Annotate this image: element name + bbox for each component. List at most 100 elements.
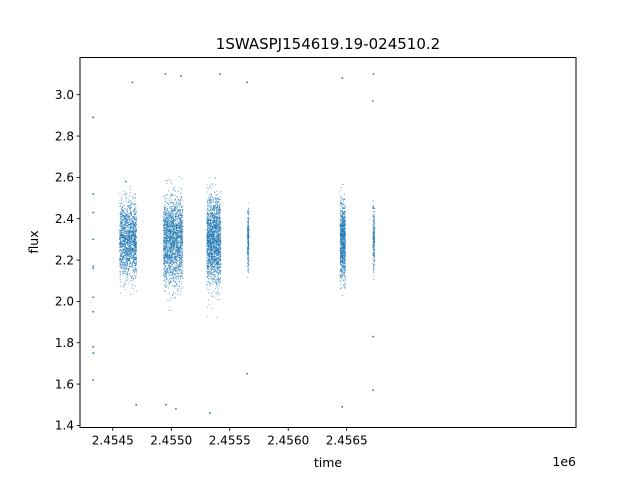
data-point	[122, 266, 124, 268]
data-point	[121, 221, 123, 223]
data-point	[176, 249, 178, 251]
data-point	[130, 244, 132, 246]
data-point	[131, 263, 133, 265]
data-point	[178, 254, 180, 256]
data-point	[218, 264, 220, 266]
data-point	[132, 264, 133, 266]
data-point	[177, 272, 179, 274]
data-point	[171, 243, 173, 245]
data-point	[214, 264, 216, 266]
data-point	[170, 256, 172, 258]
data-point	[209, 241, 211, 242]
data-point	[218, 285, 220, 287]
data-point	[214, 207, 216, 209]
data-point	[125, 235, 127, 237]
data-point	[215, 260, 217, 262]
data-point	[206, 210, 208, 212]
data-point	[130, 275, 132, 277]
data-point	[216, 201, 218, 203]
data-point	[164, 234, 166, 235]
data-point	[219, 243, 221, 244]
data-point	[206, 201, 208, 203]
data-point	[123, 229, 125, 230]
data-point	[130, 230, 132, 232]
data-point	[164, 261, 166, 263]
data-point	[134, 227, 136, 229]
data-point	[133, 234, 135, 236]
data-point	[130, 226, 131, 228]
data-point	[209, 245, 211, 247]
data-point	[163, 248, 165, 250]
data-point	[163, 223, 165, 225]
data-point	[92, 296, 95, 299]
data-point	[212, 266, 214, 268]
data-point	[209, 228, 211, 229]
data-point	[176, 236, 178, 238]
data-point	[173, 280, 175, 282]
data-point	[213, 238, 215, 239]
data-point	[172, 236, 174, 238]
data-point	[166, 270, 168, 272]
data-point	[172, 251, 174, 253]
data-point	[168, 243, 170, 245]
data-point	[126, 242, 128, 243]
data-point	[207, 244, 209, 245]
data-point	[127, 230, 128, 232]
data-point	[177, 259, 179, 261]
data-point	[218, 279, 220, 281]
data-point	[179, 275, 181, 277]
data-point	[181, 231, 183, 233]
data-point	[171, 255, 173, 257]
data-point	[173, 204, 175, 206]
data-point	[164, 209, 166, 211]
data-point	[170, 256, 172, 257]
data-point	[126, 276, 128, 278]
data-point	[206, 219, 208, 221]
data-point	[128, 252, 130, 254]
data-point	[180, 241, 182, 243]
data-point	[172, 213, 174, 215]
data-point	[209, 210, 211, 212]
data-point	[132, 225, 134, 227]
data-point	[167, 251, 169, 253]
data-point	[182, 247, 184, 249]
data-point	[125, 257, 127, 259]
data-point	[209, 236, 211, 238]
data-point	[211, 207, 213, 209]
data-point	[135, 221, 137, 223]
data-point	[168, 248, 170, 249]
data-point	[132, 254, 134, 256]
data-point	[181, 196, 183, 198]
data-point	[217, 220, 218, 222]
data-point	[212, 283, 214, 285]
data-point	[217, 263, 219, 265]
data-point	[174, 259, 176, 261]
data-point	[208, 275, 210, 277]
data-point	[165, 271, 167, 273]
data-point	[180, 75, 183, 78]
data-point	[163, 212, 165, 214]
data-point	[170, 214, 172, 216]
data-point	[174, 226, 175, 227]
data-point	[180, 275, 182, 277]
data-point	[135, 220, 137, 222]
data-point	[121, 255, 123, 257]
data-point	[216, 251, 218, 253]
data-point	[217, 224, 219, 226]
data-point	[163, 260, 165, 262]
data-point	[172, 223, 173, 225]
data-point	[209, 234, 211, 236]
data-point	[180, 264, 182, 266]
data-point	[134, 231, 136, 233]
data-point	[175, 227, 177, 229]
data-point	[176, 246, 178, 248]
data-point	[218, 245, 220, 246]
data-point	[212, 258, 213, 260]
data-point	[176, 243, 178, 245]
data-point	[128, 227, 130, 229]
data-point	[126, 212, 128, 214]
data-point	[121, 266, 123, 268]
data-point	[133, 250, 134, 252]
data-point	[169, 220, 171, 222]
data-point	[219, 225, 220, 227]
